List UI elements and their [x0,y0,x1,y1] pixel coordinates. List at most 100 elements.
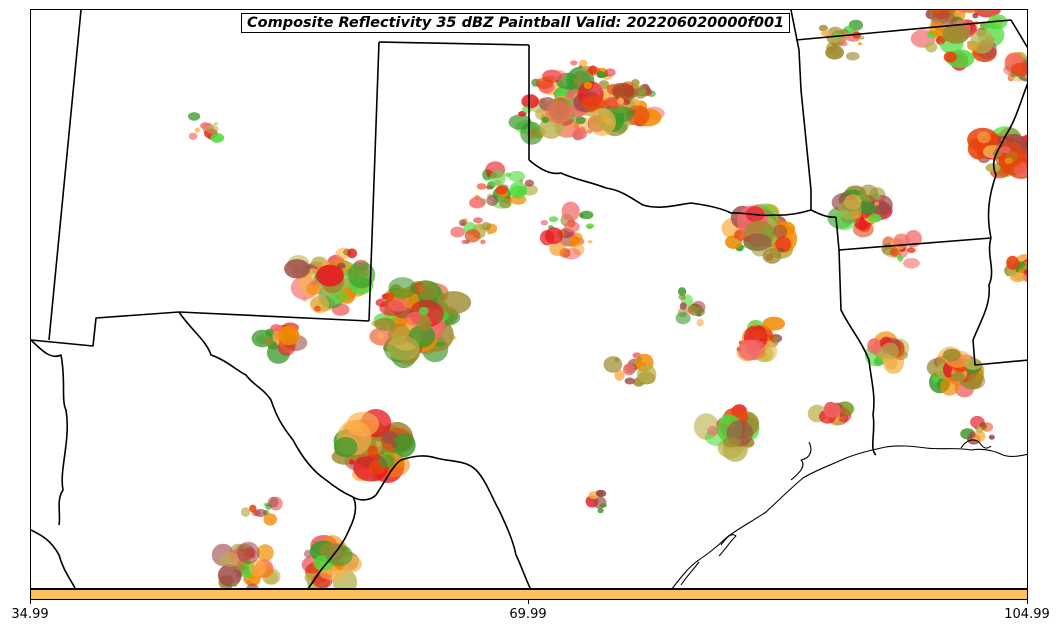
paintball-blob [773,224,788,239]
paintball-blob [929,20,945,37]
paintball-blob [596,489,607,498]
paintball-blob [633,85,648,99]
paintball-blob [778,247,785,252]
paintball-blob [509,181,527,199]
paintball-blob [942,348,961,362]
paintball-blob [981,422,994,432]
paintball-blob [617,97,624,105]
paintball-blob [940,377,959,396]
paintball-blob [837,199,862,220]
paintball-blob [347,261,376,289]
paintball-blob [906,247,916,254]
paintball-blob [971,430,986,443]
paintball-blob [561,201,580,222]
coast-bay-2 [718,534,737,557]
paintball-blob [526,129,537,139]
paintball-blob [750,329,766,340]
paintball-blob [1024,269,1027,275]
paintball-blob [337,262,346,269]
border-ar-la [838,237,992,251]
colorbar-tick-label-max: 104.99 [1004,607,1050,622]
paintball-blob [840,28,849,34]
paintball-blob [231,582,238,587]
paintball-blob [480,239,486,245]
paintball-blob [464,229,481,243]
paintball-blob [284,259,311,279]
paintball-blob [743,233,772,251]
paintball-blob [578,65,583,69]
paintball-blob [319,542,341,559]
paintball-blob [347,248,358,259]
paintball-blob [553,70,566,81]
paintball-blob [679,302,687,310]
paintball-blob [980,10,993,14]
paintball-blob [578,126,586,134]
paintball-blob [278,325,300,346]
paintball-blob [579,213,584,219]
paintball-blob [636,364,657,385]
colorbar-tick-min [30,600,31,604]
paintball-blob [1023,264,1027,271]
paintball-blob [521,106,533,114]
colorbar [30,589,1028,600]
paintball-blob [435,341,445,348]
paintball-blob [845,51,860,61]
colorbar-tick-label-min: 34.99 [11,607,49,622]
paintball-blob [234,563,246,571]
border-tx-la [835,216,877,456]
paintball-blob [614,370,625,381]
paintball-blob [461,239,467,245]
paintball-blob [1027,268,1028,279]
paintball-blob [391,441,398,448]
reflectivity-paintball-layer [188,10,1028,588]
paintball-blob [210,133,225,143]
paintball-blob [213,122,218,125]
paintball-blob [495,185,507,195]
paintball-blob [969,431,976,438]
paintball-blob [564,221,580,233]
paintball-blob [204,124,219,134]
paintball-blob [246,583,259,588]
paintball-blob [976,426,984,433]
paintball-blob [188,112,201,121]
border-ok-panhandle-top [378,41,530,46]
paintball-blob [504,172,512,178]
paintball-blob [585,223,595,229]
paintball-blob [263,338,275,345]
paintball-blob [559,91,565,97]
paintball-blob [596,71,606,79]
paintball-blob [751,354,759,361]
gulf-coastline [671,439,1027,588]
paintball-blob [880,342,899,360]
paintball-blob [857,42,862,45]
paintball-blob [387,298,410,312]
paintball-blob [314,305,321,312]
paintball-blob [583,81,593,90]
paintball-blob [1027,65,1028,74]
paintball-blob [820,30,830,37]
paintball-blob [942,23,970,44]
paintball-blob [535,77,554,90]
paintball-blob [1004,157,1013,164]
paintball-blob [970,29,994,54]
paintball-blob [267,496,279,508]
paintball-blob [521,94,539,109]
paintball-blob [386,335,420,361]
paintball-blob [598,80,610,89]
paintball-blob [587,240,593,244]
paintball-blob [867,338,882,354]
coast-upper-tx [671,445,1027,588]
border-nm-tx [368,41,380,322]
paintball-blob [374,317,396,331]
coast-islands [680,561,700,586]
paintball-blob [696,313,702,317]
paintball-blob [733,238,740,244]
paintball-blob [876,196,882,201]
paintball-blob [316,264,344,287]
paintball-blob [469,196,486,209]
paintball-blob [436,291,472,315]
paintball-blob [460,222,465,226]
paintball-blob [604,97,621,109]
paintball-blob [1010,62,1027,77]
paintball-blob [478,225,484,230]
